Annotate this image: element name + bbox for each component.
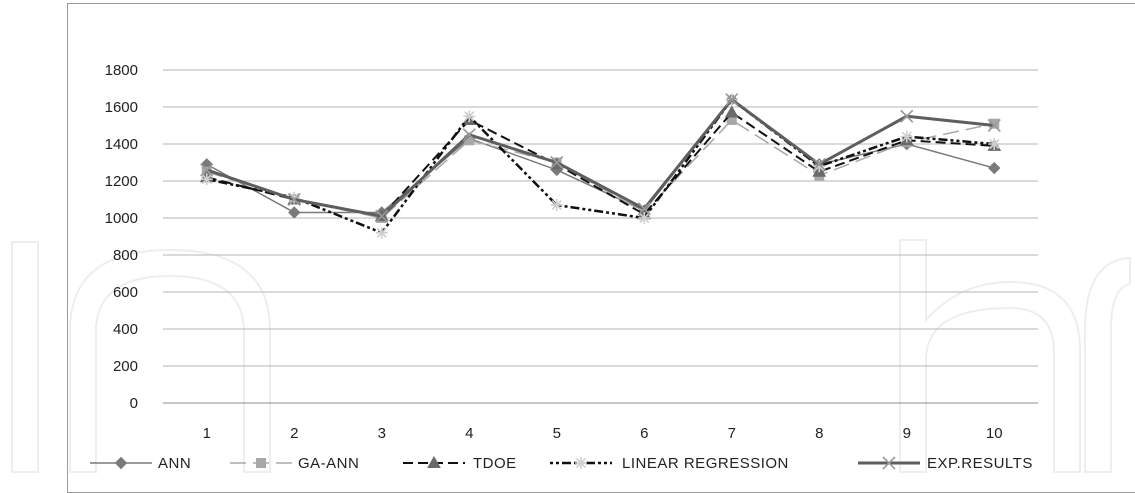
series-line bbox=[206, 111, 995, 218]
series-linear-regression bbox=[200, 93, 1001, 239]
series-line bbox=[206, 98, 995, 218]
legend-marker bbox=[882, 456, 896, 470]
y-tick-label: 200 bbox=[113, 358, 138, 375]
legend-label: TDOE bbox=[473, 455, 517, 472]
series-exp-results bbox=[200, 93, 1001, 223]
legend-item: TDOE bbox=[403, 455, 517, 472]
y-tick-label: 0 bbox=[130, 395, 138, 412]
data-point bbox=[550, 155, 564, 170]
data-point bbox=[463, 110, 476, 123]
series-line bbox=[206, 98, 995, 214]
y-tick-label: 400 bbox=[113, 321, 138, 338]
data-point bbox=[900, 130, 913, 143]
y-tick-label: 1200 bbox=[105, 173, 138, 190]
series-line bbox=[206, 119, 995, 219]
x-tick-label: 6 bbox=[640, 425, 648, 442]
legend-marker bbox=[256, 458, 266, 468]
data-point bbox=[200, 173, 213, 186]
data-point bbox=[375, 209, 389, 223]
data-point bbox=[550, 199, 563, 212]
data-point bbox=[988, 161, 1001, 175]
y-tick-label: 1600 bbox=[105, 99, 138, 116]
legend-item: GA-ANN bbox=[230, 455, 359, 472]
legend-label: EXP.RESULTS bbox=[927, 455, 1033, 472]
gridlines bbox=[163, 69, 1038, 404]
x-tick-label: 2 bbox=[290, 425, 298, 442]
legend-marker bbox=[575, 457, 587, 469]
x-tick-label: 8 bbox=[815, 425, 823, 442]
legend-label: LINEAR REGRESSION bbox=[622, 455, 789, 472]
data-point bbox=[462, 128, 476, 142]
x-tick-label: 4 bbox=[465, 425, 473, 442]
data-point bbox=[287, 192, 301, 207]
x-tick-label: 3 bbox=[378, 425, 386, 442]
legend-label: GA-ANN bbox=[298, 455, 359, 472]
y-tick-label: 1400 bbox=[105, 136, 138, 153]
y-tick-label: 1000 bbox=[105, 210, 138, 227]
data-point bbox=[288, 206, 301, 219]
data-point bbox=[200, 163, 214, 177]
legend-marker bbox=[427, 455, 441, 468]
data-point bbox=[812, 157, 826, 171]
legend-item: EXP.RESULTS bbox=[858, 455, 1033, 472]
y-tick-label: 1800 bbox=[105, 62, 138, 79]
data-point bbox=[375, 226, 388, 239]
legend-label: ANN bbox=[158, 455, 191, 472]
data-point bbox=[900, 109, 914, 123]
legend: ANN GA-ANN TDOE LINEAR REGRESSION EXP.RESULT… bbox=[90, 455, 1033, 472]
y-axis-ticks: 0 200 400 600 800 1000 1200 1400 1600 1800 bbox=[105, 62, 138, 412]
data-point bbox=[725, 93, 739, 107]
x-tick-label: 10 bbox=[986, 425, 1003, 442]
x-tick-label: 1 bbox=[203, 425, 211, 442]
legend-item: ANN bbox=[90, 455, 191, 472]
y-tick-label: 800 bbox=[113, 247, 138, 264]
x-tick-label: 9 bbox=[903, 425, 911, 442]
data-point bbox=[989, 118, 1000, 129]
data-point bbox=[988, 138, 1001, 150]
data-point bbox=[987, 118, 1001, 133]
series-line bbox=[206, 98, 995, 235]
series-group bbox=[199, 93, 1002, 239]
series-ann bbox=[200, 93, 1001, 219]
watermark-logo bbox=[11, 239, 1131, 473]
x-tick-label: 7 bbox=[728, 425, 736, 442]
data-point bbox=[638, 212, 651, 224]
data-point bbox=[724, 105, 739, 118]
x-tick-label: 5 bbox=[553, 425, 561, 442]
legend-item: LINEAR REGRESSION bbox=[550, 455, 789, 472]
y-tick-label: 600 bbox=[113, 284, 138, 301]
legend-marker bbox=[114, 456, 128, 470]
data-point bbox=[637, 202, 651, 216]
x-axis-ticks: 1 2 3 4 5 6 7 8 9 10 bbox=[203, 425, 1003, 442]
